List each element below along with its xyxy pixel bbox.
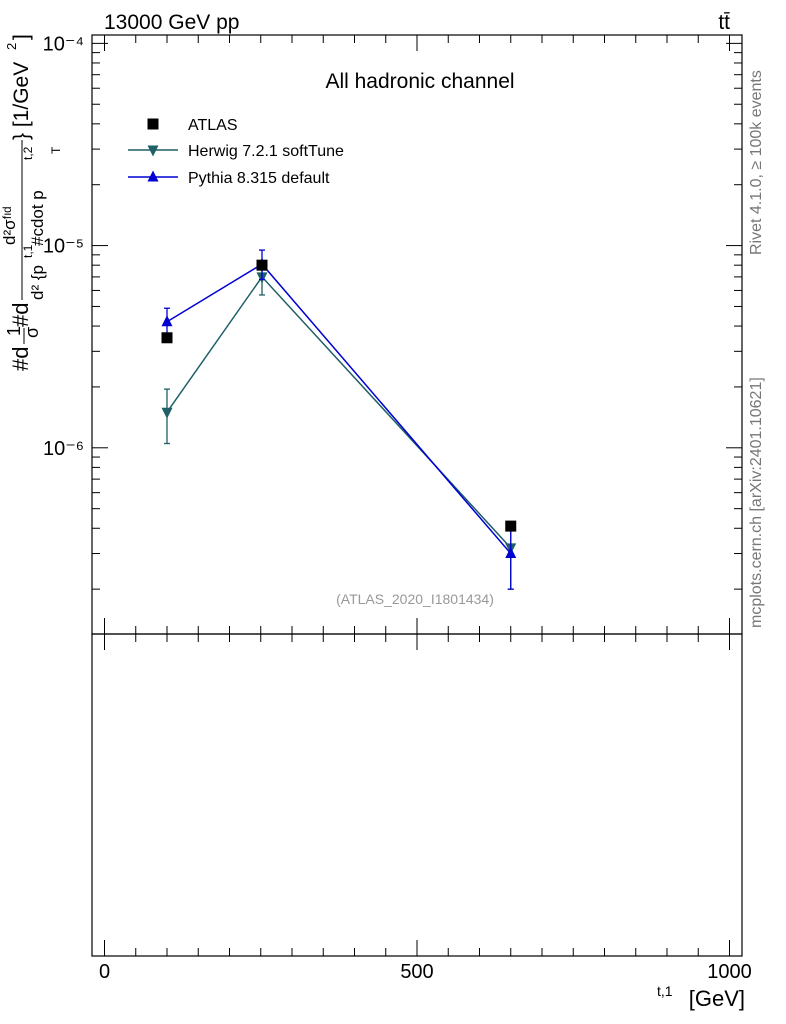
ratio-plot-frame (91, 633, 743, 957)
ylabel-mid: #d (8, 303, 33, 327)
data-point (505, 520, 517, 532)
x-tick-label: 0 (99, 961, 110, 983)
ylabel-suffix-sup: 2 (4, 43, 19, 50)
y-tick-label: 10⁻⁵ (43, 236, 84, 258)
ylabel-prefix: #d (8, 347, 33, 371)
rivet-label: Rivet 4.1.0, ≥ 100k events (748, 70, 765, 255)
xlabel-sup: t,1 (657, 983, 673, 999)
ylabel-suffix: } [1/GeV (10, 62, 33, 140)
ylabel-suffix-end: ] (10, 34, 33, 40)
axis-ticks: 10⁻⁴ 10⁻⁵ 10⁻⁶ 0 500 1000 (43, 33, 752, 983)
process-label: tt̄ (718, 11, 730, 34)
ylabel-frac2-den-sub: T (49, 146, 63, 154)
legend-label: ATLAS (188, 117, 238, 134)
x-tick-label: 500 (400, 961, 433, 983)
data-point (161, 332, 173, 344)
legend: ATLAS Herwig 7.2.1 softTune Pythia 8.315 d… (128, 117, 344, 187)
x-tick-label: 1000 (707, 961, 752, 983)
data-point (505, 547, 517, 559)
ylabel-frac2-den: d² {p (28, 265, 47, 300)
chart-title: All hadronic channel (325, 70, 514, 93)
ylabel-frac2-den-sup2: t,2 (21, 146, 35, 160)
series-0 (161, 259, 517, 532)
mcplots-label: mcplots.cern.ch [arXiv:2401.10621] (748, 377, 765, 628)
legend-marker (147, 118, 159, 130)
xlabel-main: [GeV] (689, 986, 745, 1011)
analysis-watermark: (ATLAS_2020_I1801434) (336, 591, 494, 607)
ylabel-frac1-num: 1 (4, 326, 24, 336)
ylabel-frac2-den-rest: #cdot p (28, 190, 47, 246)
legend-label: Herwig 7.2.1 softTune (188, 143, 344, 160)
data-point (161, 315, 173, 327)
data-point (161, 407, 173, 419)
series-line (166, 275, 512, 549)
legend-label: Pythia 8.315 default (188, 170, 330, 187)
y-axis-label: #d 1 σ #d d²σᶠᶦᵈ d² {p t,1 #cdot p T t,2… (0, 34, 63, 371)
y-tick-label: 10⁻⁴ (43, 33, 84, 55)
series-2 (161, 249, 517, 590)
series-line (166, 263, 512, 555)
data-point (256, 259, 268, 271)
y-tick-label: 10⁻⁶ (43, 438, 84, 460)
legend-marker (147, 170, 159, 182)
ylabel-frac2-den-sup: t,1 (21, 244, 35, 258)
energy-label: 13000 GeV pp (104, 11, 239, 34)
ylabel-frac1-den: σ (22, 327, 42, 338)
ylabel-frac2-num: d²σᶠᶦᵈ (0, 206, 19, 245)
legend-marker (147, 145, 159, 157)
series-1 (161, 261, 517, 590)
series-layer (161, 249, 517, 590)
